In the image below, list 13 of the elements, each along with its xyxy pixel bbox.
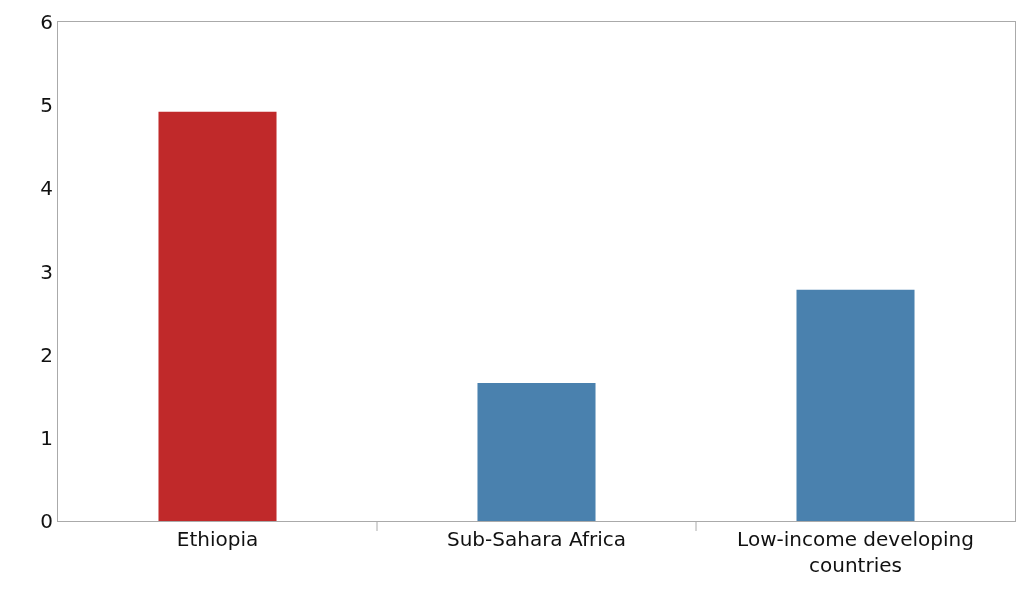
y-tick-label: 1 bbox=[40, 425, 53, 450]
x-tick-label: Sub-Sahara Africa bbox=[446, 527, 627, 551]
y-tick-label: 0 bbox=[40, 509, 53, 533]
y-tick-label: 3 bbox=[40, 259, 53, 284]
y-tick-label: 2 bbox=[40, 342, 53, 367]
y-tick-label: 5 bbox=[40, 93, 53, 118]
y-tick-label: 6 bbox=[40, 10, 53, 34]
x-tick-label: Low-income developing countries bbox=[737, 527, 974, 577]
bar bbox=[477, 382, 596, 521]
bar bbox=[796, 289, 915, 521]
bar bbox=[158, 111, 277, 521]
x-tick-label: Ethiopia bbox=[176, 527, 259, 551]
y-tick-label: 4 bbox=[40, 176, 53, 201]
